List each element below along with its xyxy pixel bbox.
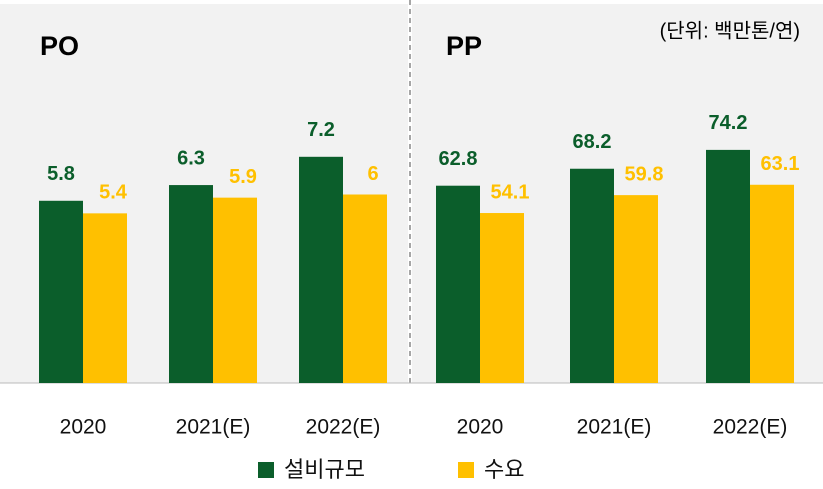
x-tick-label: 2020 <box>60 416 107 439</box>
value-label: 6.3 <box>177 147 205 169</box>
x-tick-label: 2022(E) <box>306 416 381 439</box>
x-tick-label: 2021(E) <box>176 416 251 439</box>
bar <box>83 213 127 383</box>
x-tick-label: 2021(E) <box>577 416 652 439</box>
unit-annotation: (단위: 백만톤/연) <box>660 19 800 42</box>
value-label: 74.2 <box>709 112 748 134</box>
x-tick-label: 2022(E) <box>713 416 788 439</box>
bar <box>169 185 213 383</box>
value-label: 5.9 <box>229 166 257 188</box>
value-label: 5.8 <box>47 163 75 185</box>
bar <box>706 149 750 383</box>
value-label: 5.4 <box>99 182 128 204</box>
x-tick-label: 2020 <box>457 416 504 439</box>
value-label: 63.1 <box>761 153 800 175</box>
bar <box>614 195 658 383</box>
bar <box>39 200 83 383</box>
bar <box>213 197 257 383</box>
bar <box>436 185 480 383</box>
legend-label: 수요 <box>484 457 524 482</box>
value-label: 62.8 <box>439 148 478 170</box>
chart-title: PP <box>446 31 482 61</box>
legend-swatch <box>258 462 274 478</box>
bar <box>299 156 343 383</box>
value-label: 68.2 <box>573 131 612 153</box>
bar <box>570 168 614 383</box>
value-label: 54.1 <box>491 181 530 203</box>
value-label: 59.8 <box>625 163 664 185</box>
legend-label: 설비규모 <box>284 457 365 482</box>
value-label: 7.2 <box>307 119 335 141</box>
bar <box>750 184 794 383</box>
value-label: 6 <box>367 163 378 185</box>
bar <box>343 194 387 383</box>
chart-title: PO <box>40 31 79 61</box>
bar <box>480 213 524 383</box>
legend-swatch <box>458 462 474 478</box>
